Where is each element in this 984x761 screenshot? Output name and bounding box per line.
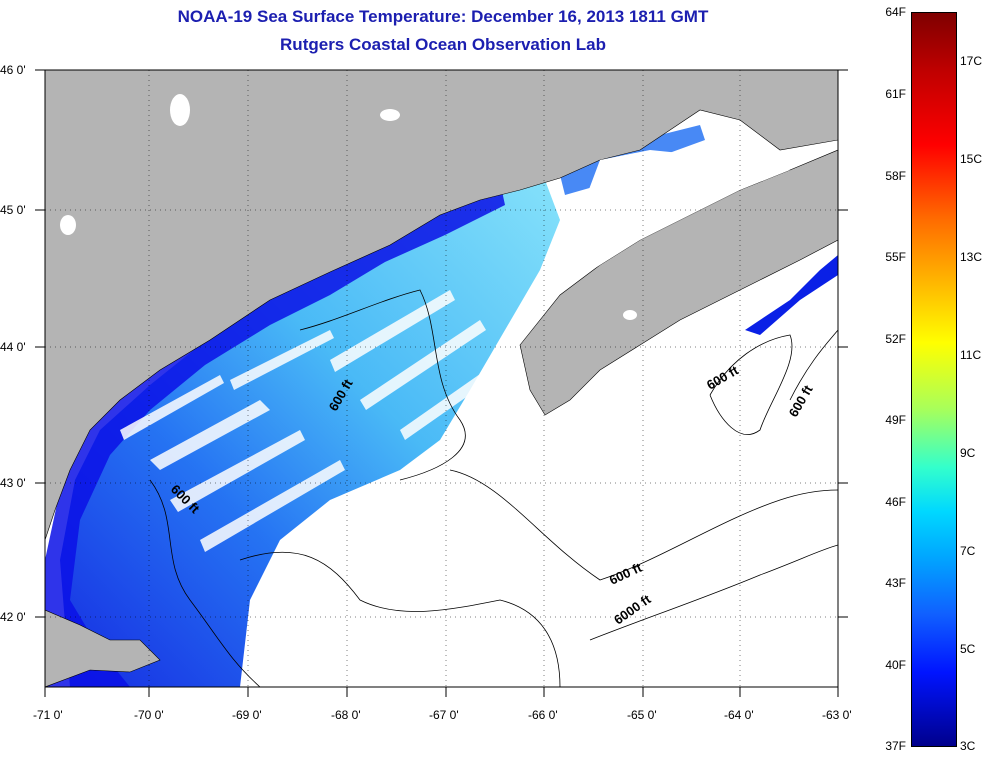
colorbar-f-label: 64F (885, 5, 906, 19)
colorbar-c-label: 5C (960, 642, 976, 656)
land-maine-newbrunswick (45, 70, 838, 541)
colorbar-f-label: 40F (885, 658, 906, 672)
colorbar-c-label: 9C (960, 446, 976, 460)
graticule (45, 70, 838, 687)
lat-label: 42 0' (0, 610, 26, 624)
colorbar-f-label: 49F (885, 413, 906, 427)
lon-label: -63 0' (822, 708, 852, 722)
lat-label: 43 0' (0, 476, 26, 490)
map-title: NOAA-19 Sea Surface Temperature: Decembe… (177, 7, 709, 26)
lon-label: -71 0' (33, 708, 63, 722)
lat-label: 44 0' (0, 340, 26, 354)
colorbar-c-label: 15C (960, 152, 983, 166)
colorbar-f-label: 55F (885, 250, 906, 264)
depth-contours (149, 289, 838, 687)
axis-ticks (35, 69, 848, 697)
lon-label: -70 0' (134, 708, 164, 722)
map-subtitle: Rutgers Coastal Ocean Observation Lab (280, 35, 606, 54)
lon-label: -69 0' (232, 708, 262, 722)
lat-label: 45 0' (0, 203, 26, 217)
lon-label: -66 0' (528, 708, 558, 722)
colorbar-f-label: 52F (885, 332, 906, 346)
colorbar-c-label: 3C (960, 739, 976, 753)
lon-label: -65 0' (627, 708, 657, 722)
colorbar-f-label: 43F (885, 576, 906, 590)
lon-label: -64 0' (724, 708, 754, 722)
colorbar-f-label: 46F (885, 495, 906, 509)
colorbar-f-label: 61F (885, 87, 906, 101)
sst-patch-nova-scotia (745, 255, 838, 335)
lon-label: -68 0' (331, 708, 361, 722)
colorbar-f-label: 37F (885, 739, 906, 753)
colorbar-c-label: 7C (960, 544, 976, 558)
land-cape-cod (45, 609, 161, 687)
bay-of-fundy (545, 150, 790, 290)
colorbar-c-label: 11C (960, 348, 982, 362)
lakes (60, 94, 637, 320)
map-frame (44, 69, 839, 688)
colorbar-c-label: 17C (960, 54, 983, 68)
colorbar-c-label: 13C (960, 250, 983, 264)
cloud-streaks (120, 290, 505, 552)
colorbar-f-label: 58F (885, 169, 906, 183)
lon-label: -67 0' (429, 708, 459, 722)
lat-label: 46 0' (0, 63, 26, 77)
temperature-colorbar (911, 12, 957, 747)
